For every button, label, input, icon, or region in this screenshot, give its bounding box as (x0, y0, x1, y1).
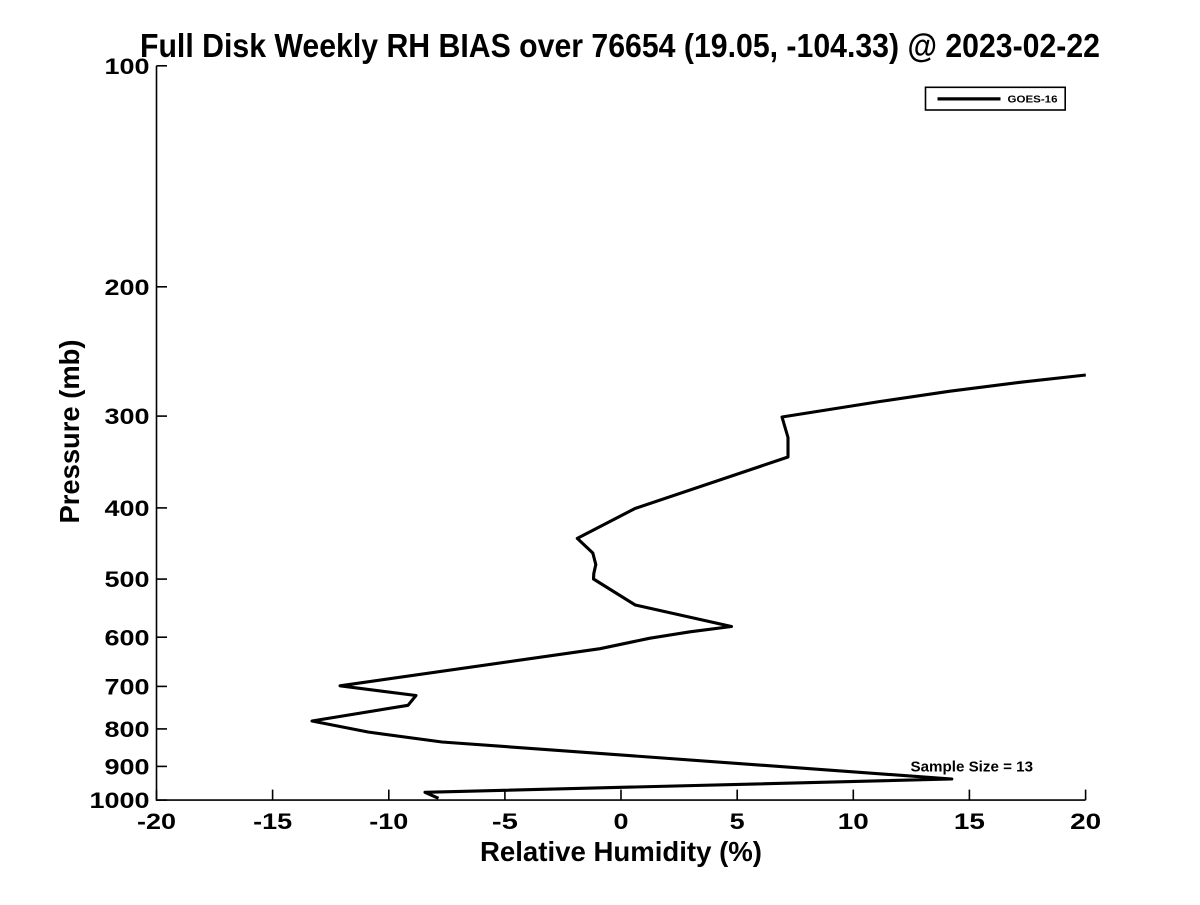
svg-text:-15: -15 (253, 809, 292, 834)
svg-text:400: 400 (105, 496, 150, 521)
svg-text:Full Disk Weekly RH BIAS over: Full Disk Weekly RH BIAS over 76654 (19.… (140, 27, 1100, 64)
svg-text:GOES-16: GOES-16 (1008, 94, 1058, 106)
svg-text:Pressure (mb): Pressure (mb) (54, 340, 85, 524)
svg-text:-10: -10 (369, 809, 408, 834)
svg-text:5: 5 (730, 809, 745, 834)
svg-text:300: 300 (105, 404, 150, 429)
svg-text:800: 800 (105, 717, 150, 742)
svg-text:200: 200 (105, 275, 150, 300)
svg-text:15: 15 (954, 809, 985, 834)
svg-text:1000: 1000 (90, 788, 150, 813)
svg-text:500: 500 (105, 567, 150, 592)
svg-text:0: 0 (614, 809, 629, 834)
svg-text:100: 100 (105, 54, 150, 79)
svg-text:10: 10 (838, 809, 869, 834)
svg-text:-20: -20 (137, 809, 176, 834)
svg-text:Sample Size = 13: Sample Size = 13 (911, 758, 1034, 775)
svg-text:900: 900 (105, 755, 150, 780)
svg-text:Relative Humidity (%): Relative Humidity (%) (480, 836, 762, 867)
svg-text:700: 700 (105, 675, 150, 700)
svg-text:-5: -5 (492, 809, 518, 834)
svg-text:600: 600 (105, 625, 150, 650)
svg-text:20: 20 (1070, 809, 1101, 834)
